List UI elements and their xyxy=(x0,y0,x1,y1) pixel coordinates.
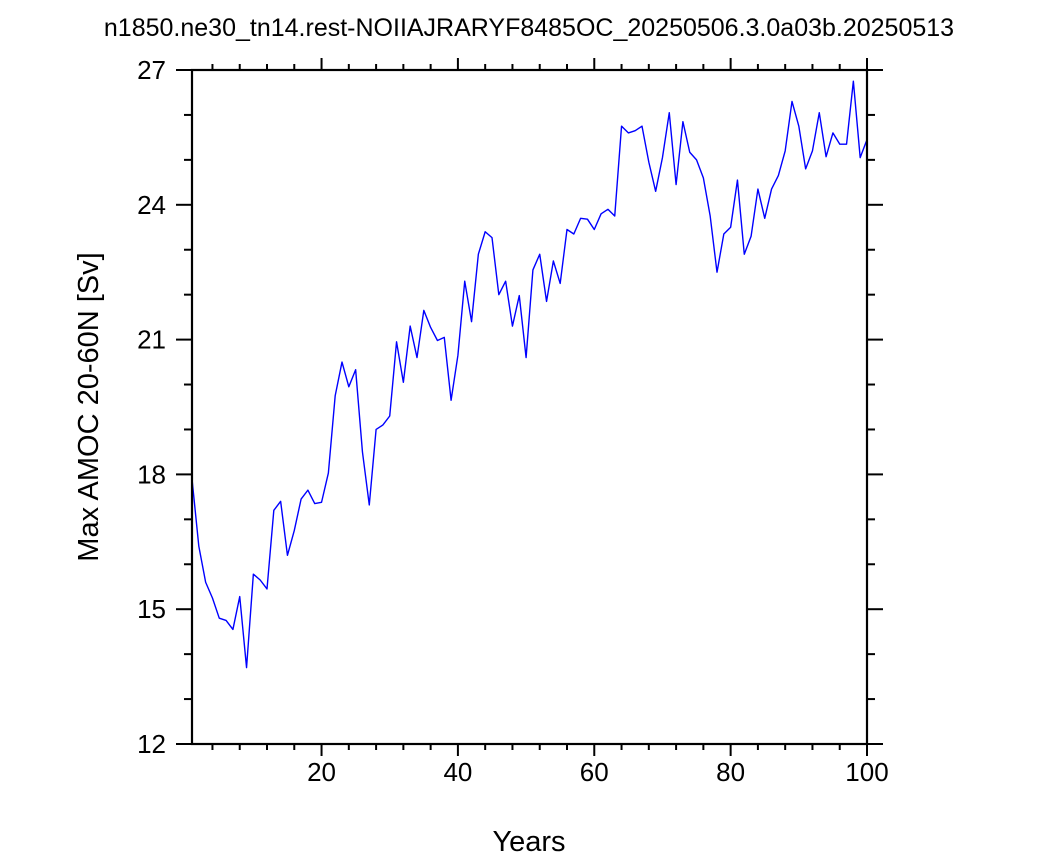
x-tick-label: 20 xyxy=(307,757,336,787)
y-tick-label: 21 xyxy=(137,325,166,355)
y-tick-label: 27 xyxy=(137,55,166,85)
y-tick-label: 15 xyxy=(137,594,166,624)
y-tick-label: 12 xyxy=(137,729,166,759)
y-axis-label: Max AMOC 20-60N [Sv] xyxy=(73,252,105,561)
y-tick-label: 24 xyxy=(137,190,166,220)
x-tick-label: 40 xyxy=(443,757,472,787)
x-tick-label: 60 xyxy=(580,757,609,787)
plot-frame xyxy=(190,68,869,746)
x-axis-label: Years xyxy=(492,826,565,858)
axis-tick-labels: 20 40 60 80 100 12 15 18 21 24 27 xyxy=(137,55,889,787)
chart-title: n1850.ne30_tn14.rest-NOIIAJRARYF8485OC_2… xyxy=(104,14,954,42)
x-tick-label: 80 xyxy=(716,757,745,787)
y-tick-label: 18 xyxy=(137,459,166,489)
x-tick-label: 100 xyxy=(845,757,888,787)
series-line xyxy=(191,80,868,669)
axis-ticks xyxy=(176,58,883,756)
